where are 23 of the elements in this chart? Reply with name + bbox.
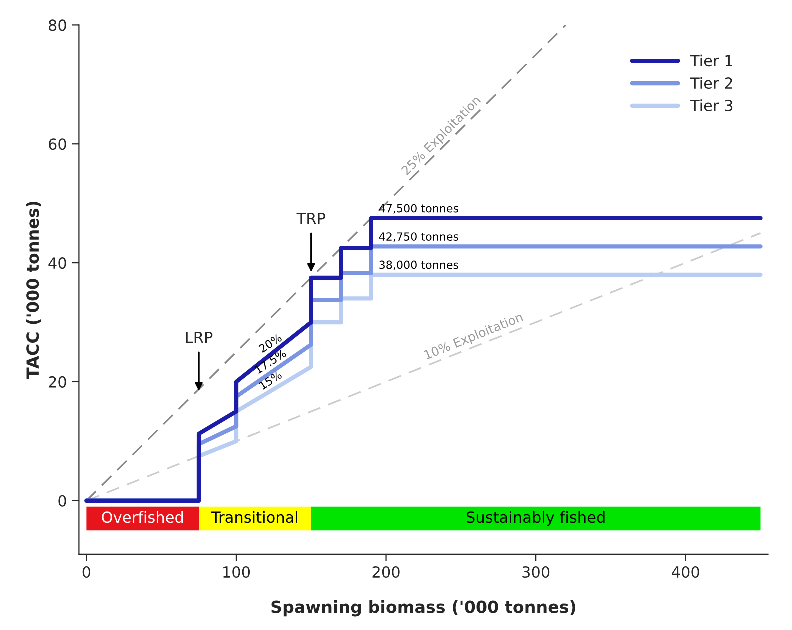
- annotation: 47,500 tonnes: [379, 204, 459, 214]
- band-label: Sustainably fished: [466, 511, 605, 526]
- x-tick-label: 0: [82, 566, 91, 578]
- y-axis-title: TACC ('000 tonnes): [26, 202, 42, 379]
- legend-label: Tier 2: [690, 77, 732, 90]
- y-tick-label: 0: [58, 495, 66, 507]
- x-tick-label: 400: [672, 566, 700, 578]
- annotation: TRP: [296, 213, 326, 224]
- legend-label: Tier 3: [690, 100, 733, 112]
- x-tick-label: 100: [224, 566, 250, 578]
- band-label: Overfished: [102, 511, 184, 524]
- y-tick-label: 60: [49, 138, 66, 150]
- annotation: 42,750 tonnes: [379, 232, 459, 242]
- y-tick-label: 80: [48, 20, 66, 32]
- y-tick-label: 20: [49, 376, 66, 388]
- x-tick-label: 200: [372, 566, 400, 578]
- annotation: LRP: [186, 332, 213, 344]
- legend-label: Tier 1: [690, 54, 732, 67]
- annotation: 38,000 tonnes: [380, 260, 459, 270]
- band-label: Transitional: [211, 511, 298, 524]
- y-tick-label: 40: [48, 258, 66, 270]
- x-tick-label: 300: [522, 566, 550, 578]
- x-axis-title: Spawning biomass ('000 tonnes): [272, 600, 576, 617]
